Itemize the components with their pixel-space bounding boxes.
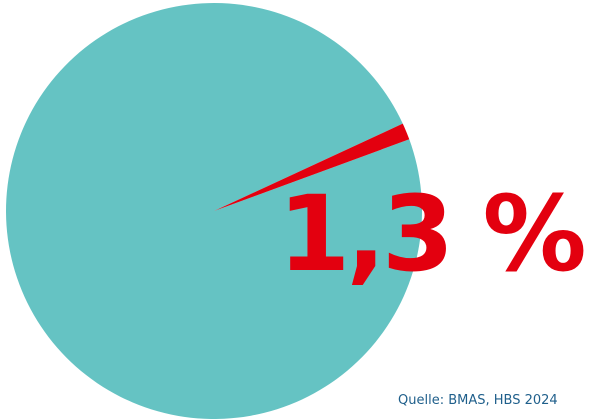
pie-slice-main (6, 3, 423, 419)
data-label: 1,3 % (278, 173, 587, 295)
pie-slice-highlight (214, 123, 410, 211)
source-note: Quelle: BMAS, HBS 2024 (398, 393, 558, 408)
